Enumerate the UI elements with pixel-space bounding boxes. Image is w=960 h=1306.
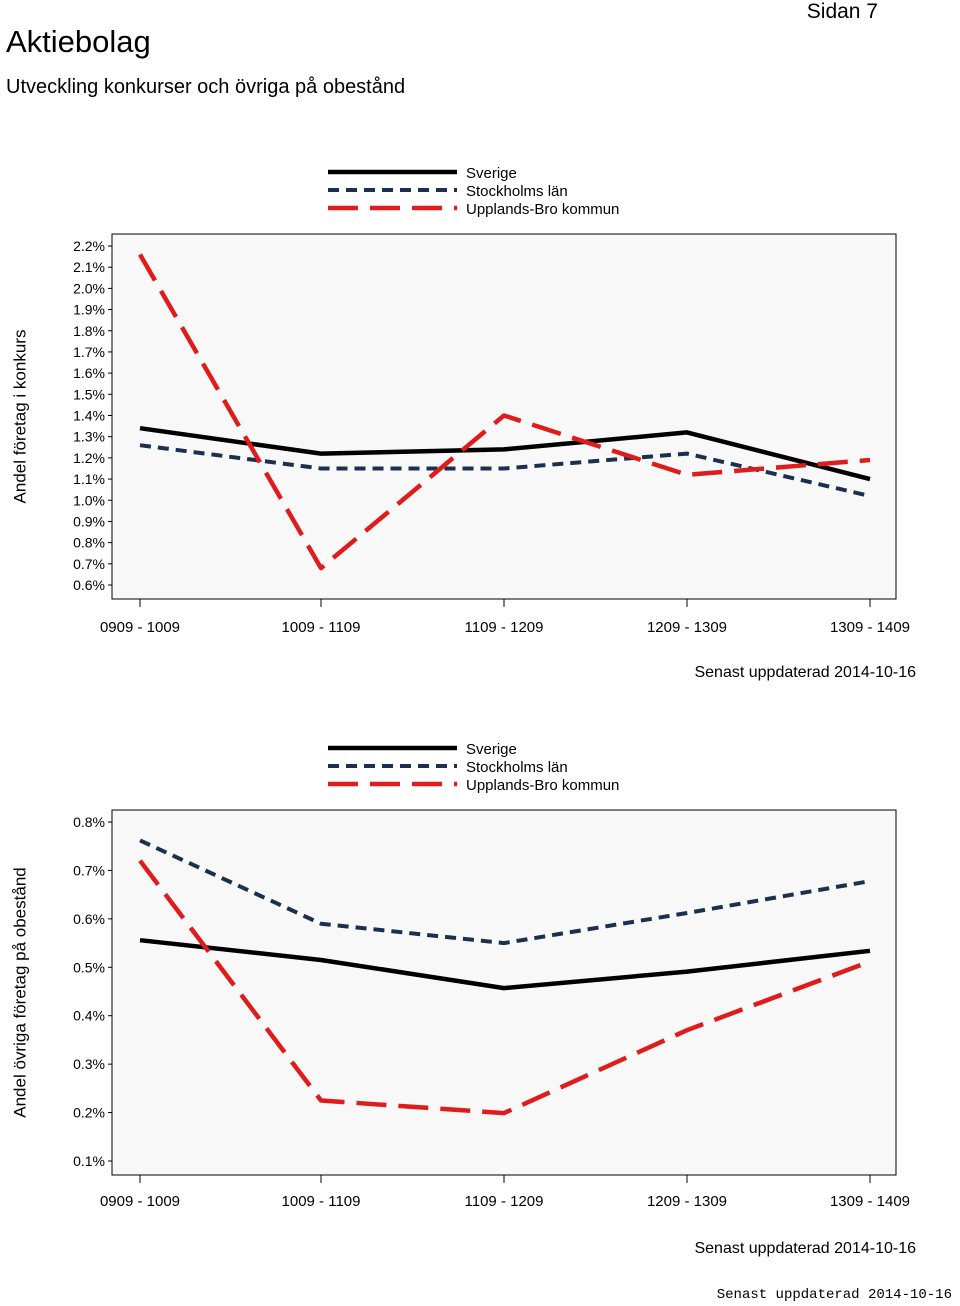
y-tick-label: 0.4% — [73, 1008, 105, 1024]
y-tick-label: 0.6% — [73, 911, 105, 927]
y-tick-label: 2.2% — [73, 238, 105, 254]
legend-label: Stockholms län — [466, 183, 568, 200]
x-tick-label: 1109 - 1209 — [465, 1193, 544, 1210]
plot-area — [111, 809, 897, 1176]
updated-note: Senast uppdaterad 2014-10-16 — [694, 1240, 916, 1257]
y-tick-label: 0.7% — [73, 862, 105, 878]
y-tick-label: 2.1% — [73, 259, 105, 275]
x-tick-label: 1309 - 1409 — [830, 1193, 910, 1210]
y-tick-label: 1.3% — [73, 429, 105, 445]
page-title: Aktiebolag — [6, 24, 151, 59]
y-tick-label: 0.7% — [73, 556, 105, 572]
y-tick-label: 1.0% — [73, 492, 105, 508]
legend-label: Upplands-Bro kommun — [466, 201, 619, 218]
y-tick-label: 0.5% — [73, 959, 105, 975]
series-line-stockholms-l-n — [139, 443, 871, 498]
y-tick-label: 1.8% — [73, 323, 105, 339]
y-tick-label: 1.2% — [73, 450, 105, 466]
x-tick-label: 1209 - 1309 — [647, 1193, 727, 1210]
y-tick-label: 0.3% — [73, 1056, 105, 1072]
series-line-stockholms-l-n — [139, 838, 871, 946]
series-line-upplands-bro-kommun — [138, 253, 871, 571]
y-tick-label: 1.5% — [73, 386, 105, 402]
legend-label: Sverige — [466, 741, 517, 758]
page-number: Sidan 7 — [806, 0, 878, 23]
footer-updated: Senast uppdaterad 2014-10-16 — [716, 1287, 952, 1303]
y-tick-label: 0.2% — [73, 1105, 105, 1121]
y-tick-label: 0.6% — [73, 577, 105, 593]
x-tick-label: 1009 - 1109 — [282, 619, 361, 636]
y-tick-label: 1.1% — [73, 471, 105, 487]
x-tick-label: 1209 - 1309 — [647, 619, 727, 636]
y-tick-label: 1.7% — [73, 344, 105, 360]
legend-label: Upplands-Bro kommun — [466, 777, 619, 794]
x-tick-label: 0909 - 1009 — [100, 1193, 180, 1210]
page-subtitle: Utveckling konkurser och övriga på obest… — [6, 76, 406, 98]
y-tick-label: 0.8% — [73, 814, 105, 830]
updated-note: Senast uppdaterad 2014-10-16 — [694, 664, 916, 681]
legend-label: Sverige — [466, 165, 517, 182]
y-tick-label: 0.9% — [73, 513, 105, 529]
y-axis-label: Andel företag i konkurs — [10, 330, 29, 504]
y-tick-label: 1.6% — [73, 365, 105, 381]
x-tick-label: 1009 - 1109 — [282, 1193, 361, 1210]
y-tick-label: 1.9% — [73, 302, 105, 318]
x-tick-label: 0909 - 1009 — [100, 619, 180, 636]
y-tick-label: 1.4% — [73, 408, 105, 424]
x-tick-label: 1109 - 1209 — [465, 619, 544, 636]
x-tick-label: 1309 - 1409 — [830, 619, 910, 636]
series-line-sverige — [139, 937, 871, 991]
y-axis-label: Andel övriga företag på obestånd — [10, 867, 29, 1117]
legend-label: Stockholms län — [466, 759, 568, 776]
y-tick-label: 0.8% — [73, 535, 105, 551]
y-tick-label: 2.0% — [73, 280, 105, 296]
y-tick-label: 0.1% — [73, 1153, 105, 1169]
series-line-upplands-bro-kommun — [138, 859, 871, 1116]
series-line-sverige — [139, 425, 871, 482]
